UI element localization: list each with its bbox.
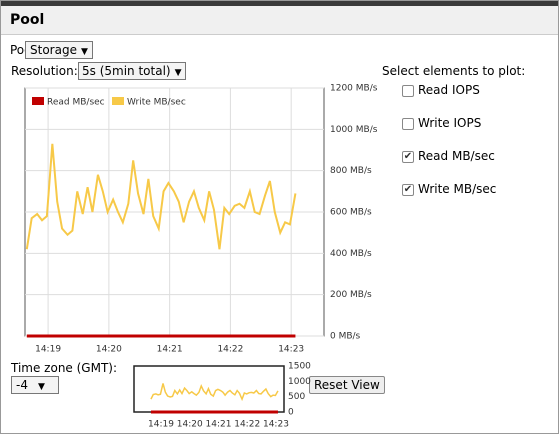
- header: [1, 6, 558, 35]
- x-tick-label: 14:19: [35, 345, 61, 355]
- checkbox-label: Read MB/sec: [418, 149, 495, 163]
- x-tick-label: 14:23: [263, 420, 289, 430]
- x-tick-label: 14:21: [157, 345, 183, 355]
- y-tick-label: 200 MB/s: [330, 290, 372, 300]
- y-tick-label: 800 MB/s: [330, 166, 372, 176]
- resolution-label: Resolution:: [11, 64, 78, 78]
- checkbox-label: Write MB/sec: [418, 182, 497, 196]
- x-tick-label: 14:23: [278, 345, 304, 355]
- checkbox[interactable]: ✔: [402, 184, 414, 196]
- reset-button[interactable]: Reset View: [309, 376, 385, 394]
- x-tick-label: 14:22: [217, 345, 243, 355]
- checkbox-label: Read IOPS: [418, 83, 480, 97]
- header-title: Pool: [10, 12, 45, 28]
- navigator-line: [150, 383, 279, 402]
- legend-swatch: [112, 97, 124, 105]
- y-tick-label: 1000 MB/s: [330, 125, 378, 135]
- y-tick-label: 600 MB/s: [330, 208, 372, 218]
- legend-swatch: [32, 97, 44, 105]
- top-bar: [1, 1, 558, 6]
- timezone-value: -4: [16, 378, 28, 392]
- resolution-value: 5s (5min total): [82, 64, 171, 78]
- checkbox[interactable]: ✔: [402, 151, 414, 163]
- y-tick-label: 0 MB/s: [330, 332, 361, 342]
- y-tick-label: 400 MB/s: [330, 249, 372, 259]
- pool-select[interactable]: Storage ▼: [25, 41, 93, 59]
- reset-label: Reset View: [314, 378, 380, 392]
- resolution-select[interactable]: 5s (5min total) ▼: [78, 62, 186, 80]
- x-tick-label: 14:21: [206, 420, 232, 430]
- checkbox-label: Write IOPS: [418, 116, 482, 130]
- series-line: [25, 143, 297, 250]
- y-tick-label: 500: [288, 392, 305, 402]
- pool-value: Storage: [30, 43, 77, 57]
- y-tick-label: 0: [288, 408, 294, 418]
- x-tick-label: 14:19: [148, 420, 174, 430]
- timezone-select[interactable]: -4 ▼: [11, 376, 59, 394]
- x-tick-label: 14:20: [177, 420, 203, 430]
- timezone-label: Time zone (GMT):: [11, 361, 118, 375]
- y-tick-label: 1500: [288, 362, 311, 372]
- legend-label: Write MB/sec: [127, 98, 186, 108]
- x-tick-label: 14:22: [234, 420, 260, 430]
- plot-elements-title: Select elements to plot:: [382, 64, 526, 78]
- y-tick-label: 1000: [288, 377, 311, 387]
- checkbox[interactable]: [402, 118, 414, 130]
- legend-label: Read MB/sec: [47, 98, 105, 108]
- checkbox[interactable]: [402, 85, 414, 97]
- x-tick-label: 14:20: [96, 345, 122, 355]
- y-tick-label: 1200 MB/s: [330, 84, 378, 94]
